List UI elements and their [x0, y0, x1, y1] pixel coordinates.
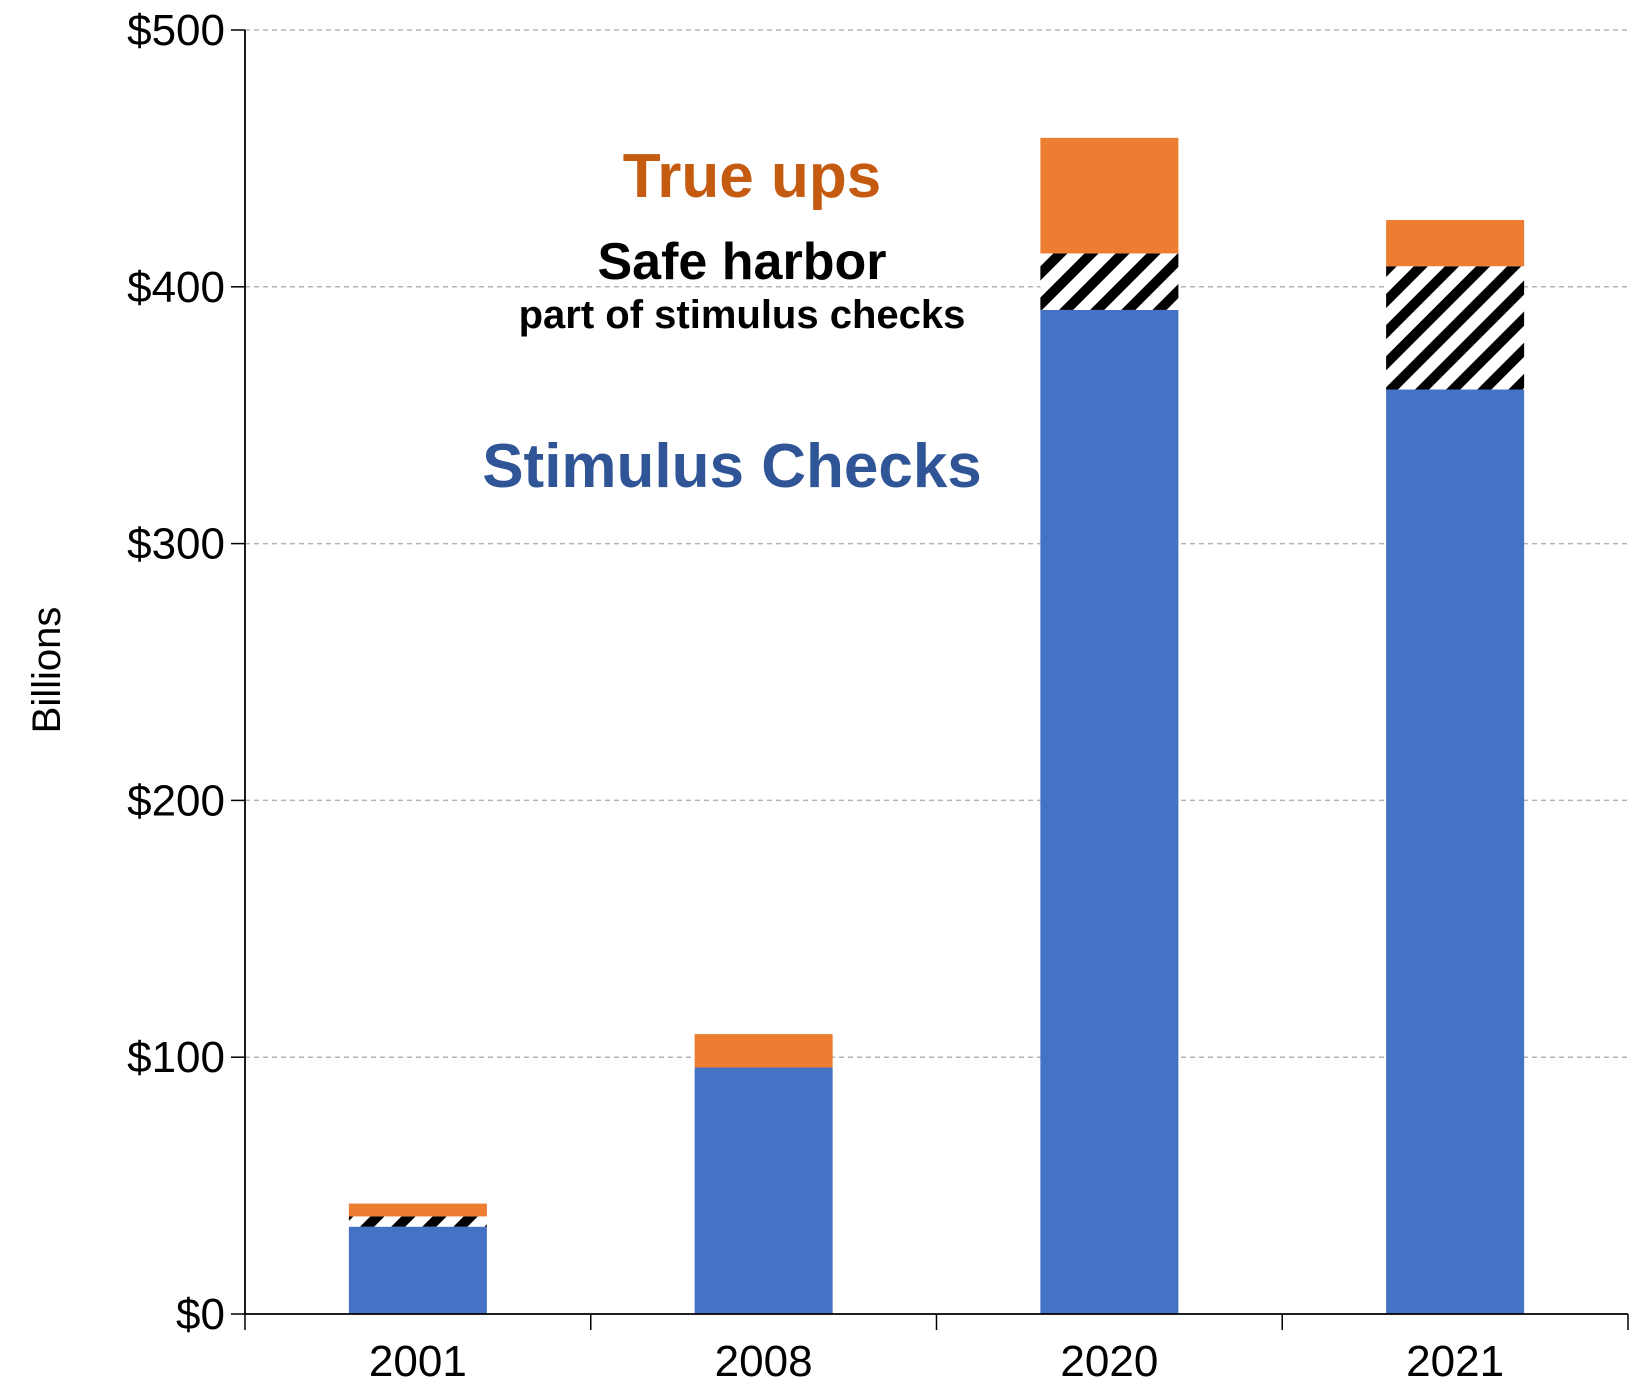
bar-true-ups-2001 — [348, 1203, 487, 1217]
bars — [348, 137, 1525, 1314]
y-axis-title: Billions — [25, 607, 69, 734]
bar-safe-harbor-2001 — [348, 1216, 487, 1227]
x-tick-label: 2008 — [715, 1337, 813, 1383]
bar-true-ups-2021 — [1386, 220, 1525, 267]
x-tick-label: 2020 — [1060, 1337, 1158, 1383]
bar-true-ups-2008 — [694, 1034, 833, 1068]
axes — [231, 29, 1629, 1330]
annotation-true-ups: True ups — [623, 142, 881, 211]
tick-labels: $0 $100 $200 $300 $400 $500 2001 2008 2020 2021 — [127, 6, 1504, 1383]
bar-true-ups-2020 — [1040, 137, 1179, 254]
annotation-safe-harbor-sub: part of stimulus checks — [519, 293, 966, 337]
bar-stimulus-checks-2020 — [1040, 309, 1179, 1314]
bar-stimulus-checks-2001 — [348, 1226, 487, 1314]
annotation-safe-harbor: Safe harbor — [598, 233, 887, 291]
x-tick-label: 2021 — [1406, 1337, 1504, 1383]
y-tick-label: $500 — [127, 6, 225, 55]
y-tick-label: $300 — [127, 520, 225, 569]
bar-safe-harbor-2021 — [1386, 266, 1525, 390]
y-tick-label: $100 — [127, 1033, 225, 1082]
annotation-stimulus-checks: Stimulus Checks — [482, 432, 982, 501]
bar-safe-harbor-2020 — [1040, 253, 1179, 310]
y-tick-label: $0 — [176, 1290, 225, 1339]
y-tick-label: $400 — [127, 263, 225, 312]
bar-stimulus-checks-2021 — [1386, 389, 1525, 1314]
x-tick-label: 2001 — [369, 1337, 467, 1383]
bar-stimulus-checks-2008 — [694, 1067, 833, 1314]
y-tick-label: $200 — [127, 776, 225, 825]
